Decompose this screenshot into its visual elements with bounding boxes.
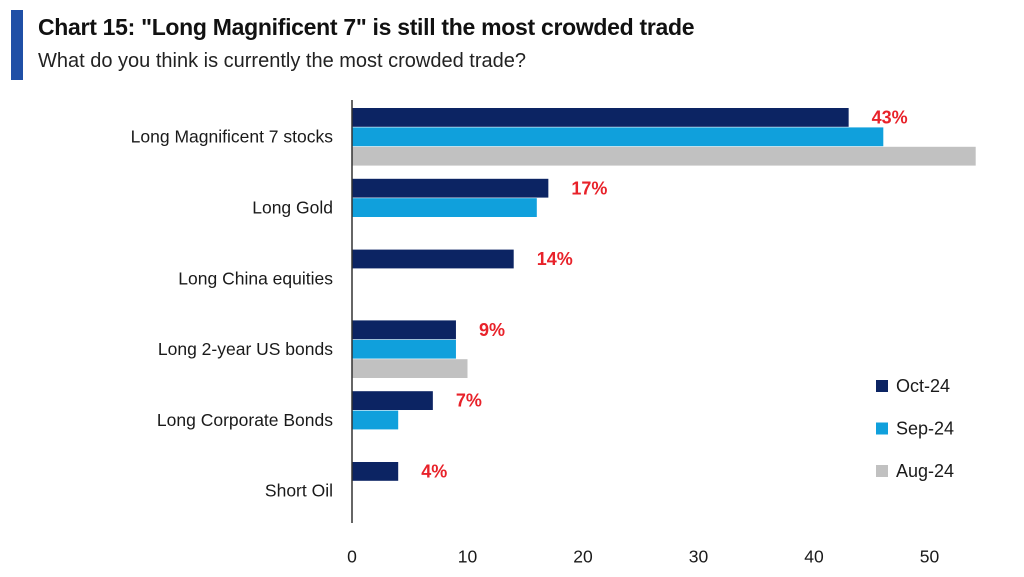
- data-label: 9%: [479, 320, 505, 340]
- bar-aug-24-3: [352, 359, 468, 378]
- data-label: 17%: [571, 178, 607, 198]
- x-tick-label: 40: [804, 547, 824, 567]
- bar-sep-24-3: [352, 339, 456, 359]
- bar-oct-24-5: [352, 462, 399, 481]
- category-label: Short Oil: [265, 481, 333, 501]
- bar-sep-24-0: [352, 127, 884, 147]
- legend-label: Sep-24: [896, 418, 954, 438]
- x-tick-label: 20: [573, 547, 593, 567]
- category-label: Long 2-year US bonds: [158, 339, 333, 359]
- bar-oct-24-1: [352, 178, 549, 198]
- bar-sep-24-4: [352, 410, 399, 430]
- bar-oct-24-3: [352, 320, 456, 340]
- legend-label: Aug-24: [896, 461, 954, 481]
- legend-swatch-aug-24: [876, 465, 888, 477]
- category-label: Long Gold: [252, 198, 333, 218]
- x-tick-label: 0: [347, 547, 357, 567]
- legend-swatch-oct-24: [876, 380, 888, 392]
- data-label: 43%: [872, 107, 908, 127]
- x-tick-label: 30: [689, 547, 709, 567]
- data-label: 4%: [421, 461, 447, 481]
- category-label: Long Magnificent 7 stocks: [131, 127, 334, 147]
- chart-title: Chart 15: "Long Magnificent 7" is still …: [38, 14, 695, 40]
- category-label: Long China equities: [178, 268, 333, 288]
- bar-sep-24-1: [352, 198, 537, 217]
- title-accent-bar: [11, 10, 23, 80]
- legend-label: Oct-24: [896, 376, 950, 396]
- chart-subtitle: What do you think is currently the most …: [38, 50, 527, 72]
- bar-aug-24-0: [352, 146, 976, 166]
- x-tick-label: 10: [458, 547, 478, 567]
- bar-oct-24-0: [352, 108, 849, 127]
- bar-oct-24-2: [352, 249, 514, 269]
- bar-oct-24-4: [352, 391, 433, 410]
- data-label: 7%: [456, 391, 482, 411]
- category-label: Long Corporate Bonds: [157, 410, 333, 430]
- x-tick-label: 50: [920, 547, 940, 567]
- data-label: 14%: [537, 249, 573, 269]
- legend-swatch-sep-24: [876, 422, 888, 435]
